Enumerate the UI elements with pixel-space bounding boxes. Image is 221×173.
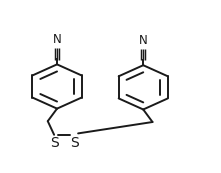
- Text: S: S: [70, 136, 78, 150]
- Text: S: S: [50, 136, 59, 150]
- Text: N: N: [139, 34, 148, 47]
- Text: N: N: [53, 33, 61, 46]
